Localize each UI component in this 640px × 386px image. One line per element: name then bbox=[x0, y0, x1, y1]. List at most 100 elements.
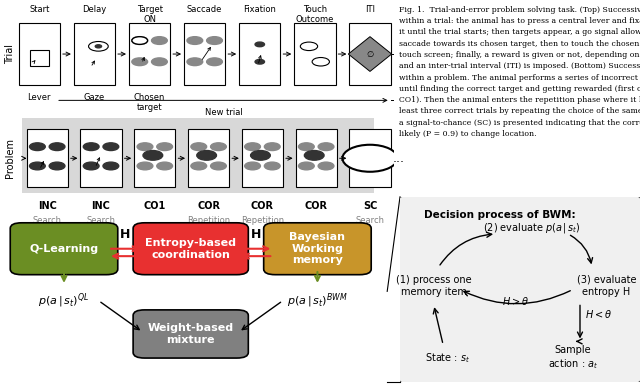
Text: H: H bbox=[251, 229, 261, 241]
Circle shape bbox=[132, 58, 148, 66]
Text: Chosen
target: Chosen target bbox=[134, 93, 165, 112]
Bar bbox=[349, 129, 390, 187]
Text: ITI: ITI bbox=[365, 5, 375, 14]
Circle shape bbox=[244, 162, 260, 170]
Bar bbox=[22, 118, 374, 199]
Bar bbox=[27, 129, 68, 187]
Circle shape bbox=[191, 162, 207, 170]
Circle shape bbox=[255, 42, 264, 47]
Text: $H > \theta$: $H > \theta$ bbox=[502, 295, 529, 307]
Bar bbox=[134, 129, 175, 187]
Text: INC: INC bbox=[92, 201, 111, 211]
Circle shape bbox=[187, 58, 203, 66]
Bar bbox=[29, 50, 49, 66]
Text: $p(a\,|\,s_t)^{BWM}$: $p(a\,|\,s_t)^{BWM}$ bbox=[287, 291, 348, 310]
Text: Fig. 1.  Trial-and-error problem solving task. (Top) Successive
within a trial: : Fig. 1. Trial-and-error problem solving … bbox=[399, 6, 640, 138]
Text: H: H bbox=[120, 229, 131, 241]
Circle shape bbox=[211, 162, 227, 170]
Circle shape bbox=[132, 37, 148, 44]
Circle shape bbox=[49, 143, 65, 151]
Circle shape bbox=[137, 143, 153, 151]
Text: Q-Learning: Q-Learning bbox=[29, 244, 99, 254]
Text: Search: Search bbox=[355, 216, 385, 225]
Bar bbox=[19, 23, 60, 85]
Text: $H < \theta$: $H < \theta$ bbox=[585, 308, 612, 320]
Text: Saccade: Saccade bbox=[187, 5, 222, 14]
Text: Search: Search bbox=[33, 216, 61, 225]
Text: CO1: CO1 bbox=[144, 201, 166, 211]
Circle shape bbox=[211, 143, 227, 151]
Text: Decision process of BWM:: Decision process of BWM: bbox=[424, 210, 575, 220]
Text: $\varnothing$: $\varnothing$ bbox=[365, 49, 374, 59]
Text: Repetition: Repetition bbox=[241, 216, 284, 225]
Circle shape bbox=[207, 58, 222, 66]
Circle shape bbox=[300, 42, 317, 51]
Bar bbox=[294, 23, 335, 85]
Text: COR: COR bbox=[251, 201, 274, 211]
Circle shape bbox=[251, 151, 270, 160]
Circle shape bbox=[255, 59, 264, 64]
FancyBboxPatch shape bbox=[264, 223, 371, 275]
Bar bbox=[349, 23, 390, 85]
Circle shape bbox=[157, 162, 173, 170]
FancyBboxPatch shape bbox=[133, 310, 248, 358]
Text: ...: ... bbox=[392, 152, 404, 165]
Text: $p(a\,|\,s_t)^{QL}$: $p(a\,|\,s_t)^{QL}$ bbox=[38, 291, 90, 310]
Circle shape bbox=[298, 162, 314, 170]
Text: Fixation: Fixation bbox=[243, 5, 276, 14]
FancyBboxPatch shape bbox=[133, 223, 248, 275]
Circle shape bbox=[49, 162, 65, 170]
Text: Problem: Problem bbox=[5, 138, 15, 178]
Circle shape bbox=[187, 37, 203, 44]
Circle shape bbox=[207, 37, 222, 44]
FancyBboxPatch shape bbox=[397, 195, 640, 384]
Text: COR: COR bbox=[197, 201, 220, 211]
Circle shape bbox=[143, 151, 163, 160]
Circle shape bbox=[157, 143, 173, 151]
Circle shape bbox=[191, 143, 207, 151]
Text: State : $s_t$: State : $s_t$ bbox=[426, 351, 470, 365]
Bar bbox=[242, 129, 283, 187]
Circle shape bbox=[83, 143, 99, 151]
Circle shape bbox=[29, 143, 45, 151]
Text: Lever: Lever bbox=[28, 93, 51, 102]
Text: Start: Start bbox=[29, 5, 49, 14]
Text: New trial: New trial bbox=[205, 108, 243, 117]
Circle shape bbox=[318, 143, 334, 151]
Text: (1) process one
memory item: (1) process one memory item bbox=[396, 275, 472, 296]
Text: COR: COR bbox=[305, 201, 328, 211]
Text: SC: SC bbox=[363, 201, 377, 211]
Bar bbox=[296, 129, 337, 187]
Text: Target
ON: Target ON bbox=[136, 5, 163, 24]
Text: Search: Search bbox=[86, 216, 116, 225]
Text: Entropy-based
coordination: Entropy-based coordination bbox=[145, 238, 236, 259]
Circle shape bbox=[244, 143, 260, 151]
Bar bbox=[239, 23, 280, 85]
Bar bbox=[81, 129, 122, 187]
Bar bbox=[188, 129, 229, 187]
Circle shape bbox=[342, 145, 397, 172]
Text: INC: INC bbox=[38, 201, 57, 211]
Circle shape bbox=[83, 162, 99, 170]
Circle shape bbox=[152, 58, 167, 66]
Circle shape bbox=[197, 151, 216, 160]
Text: (3) evaluate
entropy H: (3) evaluate entropy H bbox=[577, 275, 636, 296]
Circle shape bbox=[103, 143, 119, 151]
Circle shape bbox=[152, 37, 167, 44]
Text: Weight-based
mixture: Weight-based mixture bbox=[148, 323, 234, 345]
Circle shape bbox=[103, 162, 119, 170]
Circle shape bbox=[264, 162, 280, 170]
Text: Touch
Outcome: Touch Outcome bbox=[296, 5, 334, 24]
Circle shape bbox=[88, 41, 108, 51]
Bar bbox=[74, 23, 115, 85]
Bar bbox=[129, 23, 170, 85]
Circle shape bbox=[137, 162, 153, 170]
Text: Repetition: Repetition bbox=[187, 216, 230, 225]
Text: Gaze: Gaze bbox=[84, 93, 105, 102]
Text: (2) evaluate $p(a\,|\,s_t)$: (2) evaluate $p(a\,|\,s_t)$ bbox=[483, 221, 581, 235]
Circle shape bbox=[95, 45, 102, 48]
Polygon shape bbox=[348, 37, 392, 71]
Circle shape bbox=[312, 58, 330, 66]
Text: Trial: Trial bbox=[5, 44, 15, 64]
Text: Sample
action : $a_t$: Sample action : $a_t$ bbox=[548, 345, 598, 371]
